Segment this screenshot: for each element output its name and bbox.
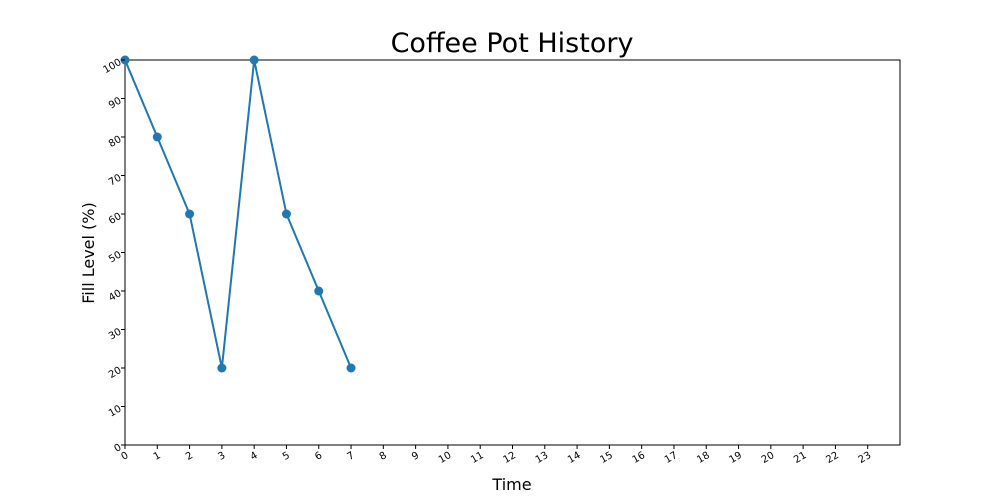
x-tick-label: 3 [216, 450, 227, 463]
x-tick-label: 6 [313, 450, 324, 463]
data-point [217, 363, 227, 373]
data-point [152, 132, 162, 142]
y-axis-label: Fill Level (%) [79, 202, 98, 303]
x-tick-label: 21 [792, 450, 809, 466]
x-tick-label: 13 [534, 450, 551, 466]
chart-title: Coffee Pot History [391, 28, 634, 59]
y-tick-label: 30 [107, 327, 124, 343]
y-tick-label: 10 [107, 404, 124, 420]
y-axis-ticks: 0 10 20 30 40 50 60 70 80 90 100 [101, 57, 125, 455]
data-point [185, 209, 195, 219]
x-tick-label: 18 [695, 450, 712, 466]
x-tick-label: 12 [501, 450, 518, 466]
x-tick-label: 16 [631, 450, 648, 466]
x-tick-label: 23 [857, 450, 874, 466]
x-tick-label: 20 [760, 450, 777, 466]
data-point [314, 286, 324, 296]
x-tick-label: 22 [824, 450, 841, 466]
x-tick-label: 2 [184, 450, 195, 463]
series-line [124, 59, 352, 369]
y-tick-label: 100 [101, 57, 123, 76]
x-tick-label: 19 [728, 450, 745, 466]
x-tick-label: 4 [249, 450, 260, 463]
x-tick-label: 8 [378, 450, 389, 463]
x-tick-label: 0 [119, 450, 130, 463]
y-tick-label: 20 [107, 365, 124, 381]
x-tick-label: 11 [469, 450, 486, 466]
x-axis-ticks: 0 1 2 3 4 5 6 7 8 9 10 11 12 13 14 15 16 17 18 19 20 21 22 23 [119, 445, 873, 466]
y-tick-label: 70 [107, 173, 124, 189]
x-tick-label: 1 [152, 450, 163, 463]
x-axis-label: Time [491, 475, 531, 494]
x-tick-label: 15 [598, 450, 615, 466]
x-tick-label: 9 [410, 450, 421, 463]
data-point [346, 363, 356, 373]
x-tick-label: 17 [663, 450, 680, 466]
x-tick-label: 10 [437, 450, 454, 466]
y-tick-label: 40 [107, 288, 124, 304]
data-point [249, 55, 259, 65]
plot-frame [124, 59, 901, 446]
data-point [281, 209, 291, 219]
y-tick-label: 50 [107, 250, 124, 266]
x-tick-label: 14 [566, 450, 583, 466]
x-tick-label: 5 [281, 450, 292, 463]
x-tick-label: 7 [346, 450, 357, 463]
y-tick-label: 80 [107, 134, 124, 150]
y-tick-label: 60 [107, 211, 124, 227]
y-tick-label: 0 [112, 442, 123, 455]
y-tick-label: 90 [107, 96, 124, 112]
plot-area [120, 55, 901, 446]
